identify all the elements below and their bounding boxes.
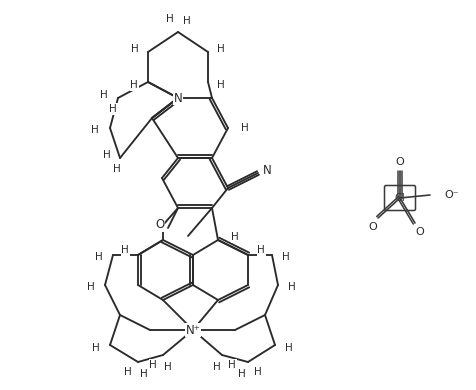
Text: H: H: [131, 44, 139, 54]
Text: N⁺: N⁺: [186, 323, 200, 337]
FancyBboxPatch shape: [385, 186, 416, 211]
Text: H: H: [95, 252, 103, 262]
Text: H: H: [217, 80, 225, 90]
Text: H: H: [238, 369, 246, 379]
Text: H: H: [213, 362, 221, 372]
Text: H: H: [92, 343, 100, 353]
Text: H: H: [91, 125, 99, 135]
Text: H: H: [257, 245, 265, 255]
Text: N: N: [263, 163, 271, 177]
Text: O: O: [416, 227, 425, 237]
Text: H: H: [103, 150, 111, 160]
Text: O: O: [368, 222, 377, 232]
Text: O⁻: O⁻: [444, 190, 458, 200]
Text: H: H: [124, 367, 132, 377]
Text: H: H: [140, 369, 148, 379]
Text: H: H: [121, 245, 129, 255]
Text: H: H: [231, 232, 239, 242]
Text: H: H: [149, 360, 157, 370]
Text: O: O: [396, 157, 405, 167]
Text: H: H: [228, 360, 236, 370]
Text: H: H: [241, 123, 249, 133]
Text: H: H: [217, 44, 225, 54]
Text: H: H: [288, 282, 296, 292]
Text: Cl: Cl: [395, 193, 406, 203]
Text: H: H: [166, 14, 174, 24]
Text: N: N: [174, 92, 182, 105]
Text: H: H: [282, 252, 290, 262]
Text: O: O: [155, 218, 165, 232]
Text: H: H: [164, 362, 172, 372]
Text: H: H: [254, 367, 262, 377]
Text: H: H: [130, 80, 138, 90]
Text: H: H: [109, 104, 117, 114]
Text: H: H: [113, 164, 121, 174]
Text: H: H: [285, 343, 293, 353]
Text: H: H: [87, 282, 95, 292]
Text: H: H: [183, 16, 191, 26]
Text: H: H: [100, 90, 108, 100]
